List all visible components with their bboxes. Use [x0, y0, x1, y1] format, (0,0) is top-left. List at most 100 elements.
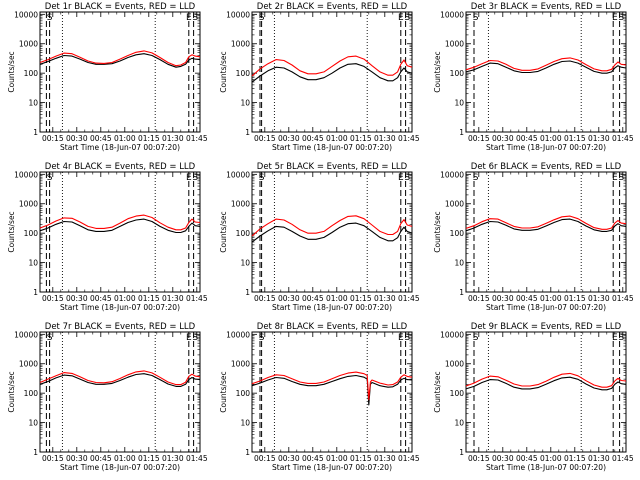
x-axis-label: Start Time (18-Jun-07 00:07:20): [486, 463, 606, 472]
y-tick-label: 1000: [445, 200, 464, 209]
y-tick-label: 1000: [19, 40, 38, 49]
x-axis-label: Start Time (18-Jun-07 00:07:20): [486, 303, 606, 312]
event-marker-label: S: [404, 173, 410, 183]
panel-det-1: Det 1r BLACK = Events, RED = LLD 1 10 100 10…: [7, 2, 208, 152]
x-tick-label: 00:15: [468, 454, 490, 463]
event-marker-label: S: [618, 13, 624, 23]
x-tick-label: 01:15: [350, 134, 372, 143]
y-tick-label: 10000: [440, 10, 464, 19]
event-marker-label: S: [47, 173, 53, 183]
event-marker-label: S: [404, 13, 410, 23]
panel-det-2: Det 2r BLACK = Events, RED = LLD 1 10 100 10…: [219, 2, 420, 152]
series-line-lld: [251, 55, 413, 77]
y-tick-label: 1000: [19, 200, 38, 209]
event-marker-label: E: [186, 173, 192, 183]
x-tick-label: 01:15: [564, 294, 586, 303]
event-marker-label: E: [398, 333, 404, 343]
y-tick-label: 10: [240, 419, 250, 428]
y-tick-label: 1: [33, 128, 38, 137]
x-tick-label: 01:00: [114, 294, 136, 303]
series-line-events: [465, 376, 627, 391]
y-tick-label: 10: [454, 419, 464, 428]
x-tick-label: 01:45: [398, 294, 420, 303]
event-marker-label: E: [398, 173, 404, 183]
y-tick-label: 1: [33, 448, 38, 457]
event-marker-label: E: [186, 13, 192, 23]
y-tick-label: 10: [454, 99, 464, 108]
x-tick-label: 00:45: [90, 134, 112, 143]
y-tick-label: 10: [240, 259, 250, 268]
series-line-events: [465, 60, 627, 74]
y-tick-label: 100: [24, 229, 39, 238]
panel-det-7: Det 7r BLACK = Events, RED = LLD 1 10 100 10…: [7, 322, 208, 472]
event-marker-label: E: [612, 333, 618, 343]
y-tick-label: 1: [33, 288, 38, 297]
y-tick-label: 10000: [14, 10, 38, 19]
panel-title: Det 5r BLACK = Events, RED = LLD: [257, 162, 408, 172]
event-marker-label: S: [192, 13, 198, 23]
x-tick-label: 01:45: [186, 294, 208, 303]
x-tick-label: 01:15: [350, 294, 372, 303]
y-axis-label: Counts/sec: [219, 51, 228, 92]
x-tick-label: 01:30: [588, 454, 610, 463]
y-tick-label: 100: [450, 389, 465, 398]
series-line-events: [465, 218, 627, 232]
event-marker-label: S: [192, 333, 198, 343]
y-tick-label: 1: [245, 128, 250, 137]
y-tick-label: 10: [28, 99, 38, 108]
series-line-lld: [465, 57, 627, 72]
y-axis-label: Counts/sec: [7, 371, 16, 412]
y-tick-label: 10000: [14, 330, 38, 339]
y-axis-label: Counts/sec: [219, 371, 228, 412]
series-line-events: [39, 218, 201, 234]
x-tick-label: 00:15: [42, 134, 64, 143]
series-line-lld: [39, 50, 201, 67]
x-tick-label: 01:00: [326, 294, 348, 303]
series-line-events: [39, 373, 201, 387]
y-tick-label: 10000: [440, 330, 464, 339]
plot-frame: [465, 331, 627, 453]
x-tick-label: 01:15: [564, 454, 586, 463]
x-tick-label: 00:15: [468, 294, 490, 303]
x-axis-label: Start Time (18-Jun-07 00:07:20): [60, 143, 180, 152]
y-tick-label: 1: [245, 288, 250, 297]
x-tick-label: 00:15: [42, 294, 64, 303]
y-tick-label: 10: [28, 419, 38, 428]
x-tick-label: 00:45: [302, 134, 324, 143]
x-axis-label: Start Time (18-Jun-07 00:07:20): [272, 143, 392, 152]
panel-det-8: Det 8r BLACK = Events, RED = LLD 1 10 100 10…: [219, 322, 420, 472]
x-tick-label: 00:15: [254, 134, 276, 143]
x-axis-label: Start Time (18-Jun-07 00:07:20): [272, 463, 392, 472]
x-tick-label: 01:00: [540, 134, 562, 143]
y-tick-label: 10000: [226, 170, 250, 179]
y-tick-label: 1: [459, 128, 464, 137]
panel-title: Det 1r BLACK = Events, RED = LLD: [45, 2, 196, 12]
y-tick-label: 1: [459, 448, 464, 457]
x-tick-label: 01:15: [350, 454, 372, 463]
x-axis-label: Start Time (18-Jun-07 00:07:20): [60, 303, 180, 312]
event-marker-label: S: [47, 13, 53, 23]
x-tick-label: 00:15: [254, 454, 276, 463]
x-tick-label: 01:00: [326, 454, 348, 463]
panel-title: Det 8r BLACK = Events, RED = LLD: [257, 322, 408, 332]
event-marker-label: S: [259, 13, 265, 23]
x-tick-label: 01:00: [114, 454, 136, 463]
event-marker-label: E: [612, 13, 618, 23]
event-marker-label: E: [398, 13, 404, 23]
x-tick-label: 01:30: [162, 294, 184, 303]
x-tick-label: 00:30: [492, 294, 514, 303]
series-line-lld: [465, 215, 627, 230]
x-tick-label: 00:15: [468, 134, 490, 143]
panel-title: Det 9r BLACK = Events, RED = LLD: [471, 322, 622, 332]
event-marker-label: S: [259, 333, 265, 343]
x-tick-label: 00:30: [66, 134, 88, 143]
x-tick-label: 01:00: [540, 454, 562, 463]
panel-det-9: Det 9r BLACK = Events, RED = LLD 1 10 100 10…: [433, 322, 634, 472]
panel-title: Det 7r BLACK = Events, RED = LLD: [45, 322, 196, 332]
plot-frame: [251, 11, 413, 133]
x-tick-label: 01:30: [374, 294, 396, 303]
x-tick-label: 00:30: [278, 294, 300, 303]
x-tick-label: 00:30: [492, 454, 514, 463]
panel-title: Det 4r BLACK = Events, RED = LLD: [45, 162, 196, 172]
